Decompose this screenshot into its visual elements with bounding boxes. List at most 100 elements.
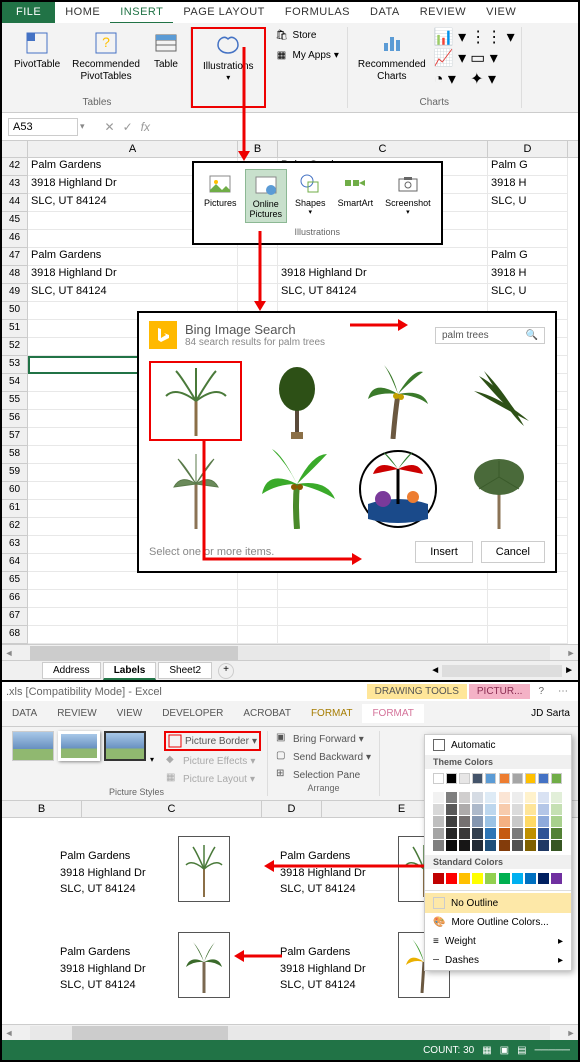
- pivottable-button[interactable]: PivotTable: [10, 27, 64, 73]
- tab-formulas[interactable]: FORMULAS: [275, 2, 360, 23]
- color-swatch[interactable]: [525, 840, 536, 851]
- cp-automatic[interactable]: Automatic: [425, 735, 571, 755]
- color-swatch[interactable]: [525, 773, 536, 784]
- cell[interactable]: [238, 608, 278, 626]
- tab-view[interactable]: VIEW: [476, 2, 526, 23]
- search-icon[interactable]: 🔍: [526, 330, 538, 341]
- color-swatch[interactable]: [433, 792, 444, 803]
- cell[interactable]: [28, 590, 238, 608]
- send-backward-button[interactable]: ▢Send Backward ▾: [274, 749, 373, 765]
- color-swatch[interactable]: [551, 873, 562, 884]
- color-swatch[interactable]: [538, 816, 549, 827]
- row-header[interactable]: 48: [2, 266, 28, 284]
- cell[interactable]: SLC, UT 84124: [28, 284, 238, 302]
- cell[interactable]: [278, 590, 488, 608]
- color-swatch[interactable]: [499, 873, 510, 884]
- row-header[interactable]: 58: [2, 446, 28, 464]
- color-swatch[interactable]: [499, 792, 510, 803]
- col-c[interactable]: C: [278, 141, 488, 157]
- color-swatch[interactable]: [446, 840, 457, 851]
- row-header[interactable]: 52: [2, 338, 28, 356]
- palm-image-1[interactable]: [178, 836, 230, 902]
- cell[interactable]: [28, 626, 238, 644]
- color-swatch[interactable]: [446, 828, 457, 839]
- shapes-button[interactable]: Shapes▾: [291, 169, 330, 223]
- view-page-icon[interactable]: ▣: [500, 1045, 509, 1056]
- cell[interactable]: [488, 626, 568, 644]
- cell[interactable]: Palm G: [488, 158, 568, 176]
- bing-result-4[interactable]: [452, 361, 545, 441]
- color-swatch[interactable]: [512, 828, 523, 839]
- row-header[interactable]: 47: [2, 248, 28, 266]
- row-header[interactable]: 43: [2, 176, 28, 194]
- color-swatch[interactable]: [538, 804, 549, 815]
- row-header[interactable]: 66: [2, 590, 28, 608]
- sheet-tab-labels[interactable]: Labels: [103, 662, 157, 680]
- color-swatch[interactable]: [551, 792, 562, 803]
- cell[interactable]: 3918 Highland Dr: [278, 266, 488, 284]
- color-swatch[interactable]: [485, 792, 496, 803]
- color-swatch[interactable]: [472, 873, 483, 884]
- cell[interactable]: [488, 572, 568, 590]
- color-swatch[interactable]: [551, 816, 562, 827]
- color-swatch[interactable]: [551, 840, 562, 851]
- color-swatch[interactable]: [472, 828, 483, 839]
- screenshot-button[interactable]: Screenshot▾: [381, 169, 435, 223]
- cell[interactable]: SLC, U: [488, 194, 568, 212]
- color-swatch[interactable]: [485, 828, 496, 839]
- drawing-tools-tab[interactable]: DRAWING TOOLS: [367, 684, 467, 699]
- row-header[interactable]: 67: [2, 608, 28, 626]
- col-a[interactable]: A: [28, 141, 238, 157]
- row-header[interactable]: 59: [2, 464, 28, 482]
- color-swatch[interactable]: [512, 840, 523, 851]
- cp-no-outline[interactable]: No Outline: [425, 893, 571, 913]
- picture-border-button[interactable]: Picture Border ▾: [164, 731, 261, 751]
- color-swatch[interactable]: [433, 828, 444, 839]
- view-break-icon[interactable]: ▤: [517, 1045, 526, 1056]
- color-swatch[interactable]: [499, 828, 510, 839]
- row-header[interactable]: 54: [2, 374, 28, 392]
- color-swatch[interactable]: [459, 804, 470, 815]
- row-header[interactable]: 50: [2, 302, 28, 320]
- color-swatch[interactable]: [485, 840, 496, 851]
- picture-tools-tab[interactable]: PICTUR...: [469, 684, 531, 699]
- bing-insert-button[interactable]: Insert: [415, 541, 473, 563]
- color-swatch[interactable]: [485, 773, 496, 784]
- smartart-button[interactable]: SmartArt: [334, 169, 378, 223]
- row-header[interactable]: 60: [2, 482, 28, 500]
- recommended-pivottables-button[interactable]: ? Recommended PivotTables: [68, 27, 144, 85]
- pictures-button[interactable]: Pictures: [200, 169, 241, 223]
- row-header[interactable]: 62: [2, 518, 28, 536]
- color-swatch[interactable]: [512, 816, 523, 827]
- picture-style-1[interactable]: [12, 731, 54, 761]
- cell[interactable]: [238, 590, 278, 608]
- color-swatch[interactable]: [459, 773, 470, 784]
- bing-result-3[interactable]: [351, 361, 444, 441]
- color-swatch[interactable]: [446, 773, 457, 784]
- color-swatch[interactable]: [472, 773, 483, 784]
- horizontal-scrollbar-1[interactable]: ◄►: [2, 644, 578, 660]
- color-swatch[interactable]: [499, 840, 510, 851]
- color-swatch[interactable]: [472, 840, 483, 851]
- color-swatch[interactable]: [525, 828, 536, 839]
- color-swatch[interactable]: [433, 816, 444, 827]
- cancel-formula-icon[interactable]: ✕: [105, 120, 115, 134]
- online-pictures-button[interactable]: Online Pictures: [245, 169, 288, 223]
- bing-result-2[interactable]: [250, 361, 343, 441]
- chart-type-5[interactable]: ▭ ▾: [470, 48, 514, 68]
- row-header[interactable]: 49: [2, 284, 28, 302]
- col2-c[interactable]: C: [82, 801, 262, 817]
- cp-more-colors[interactable]: 🎨More Outline Colors...: [425, 913, 571, 932]
- tab-data[interactable]: DATA: [360, 2, 410, 23]
- cell[interactable]: 3918 Highland Dr: [28, 266, 238, 284]
- accept-formula-icon[interactable]: ✓: [123, 120, 133, 134]
- color-swatch[interactable]: [499, 773, 510, 784]
- tab-review[interactable]: REVIEW: [410, 2, 476, 23]
- myapps-button[interactable]: ▦ My Apps ▾: [272, 47, 341, 65]
- row-header[interactable]: 44: [2, 194, 28, 212]
- color-swatch[interactable]: [525, 804, 536, 815]
- color-swatch[interactable]: [459, 873, 470, 884]
- color-swatch[interactable]: [485, 804, 496, 815]
- color-swatch[interactable]: [525, 792, 536, 803]
- tab2-acrobat[interactable]: Acrobat: [233, 704, 301, 723]
